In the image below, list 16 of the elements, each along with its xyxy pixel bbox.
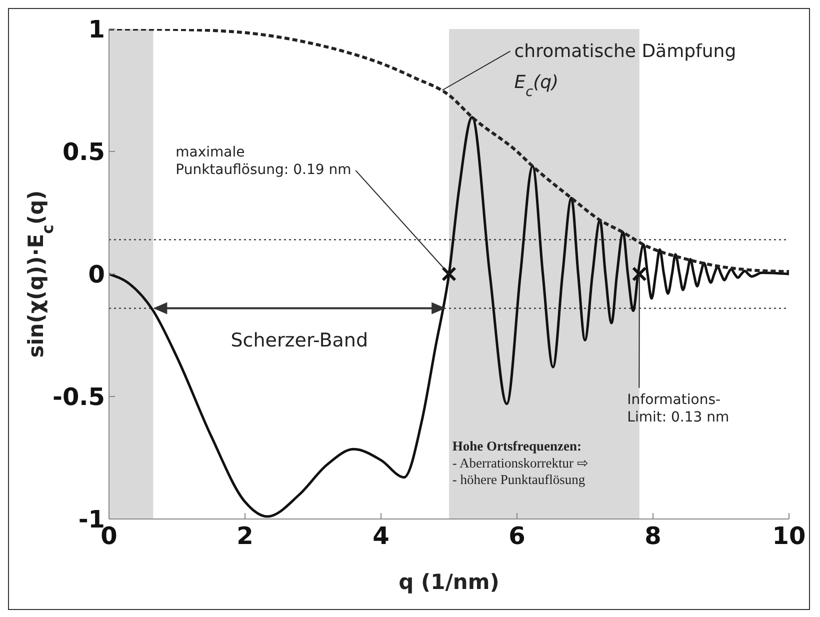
x-tick-label: 10 <box>772 522 806 550</box>
x-axis-title: q (1/nm) <box>398 570 500 594</box>
x-tick-label: 2 <box>236 522 254 550</box>
annotation: maximale Punktauflösung: 0.19 nm <box>176 144 352 178</box>
x-tick-label: 4 <box>372 522 390 550</box>
x-tick-label: 8 <box>644 522 662 550</box>
y-tick-label: -0.5 <box>52 383 105 412</box>
annotation: chromatische Dämpfung <box>514 41 736 62</box>
annotation: Informations- Limit: 0.13 nm <box>627 392 730 426</box>
y-tick-label: 1 <box>88 16 105 44</box>
annotation: E$_{c}$(q) <box>514 72 559 100</box>
y-tick-label: 0 <box>88 260 105 289</box>
y-tick-label: 0.5 <box>62 138 105 166</box>
annotation: Hohe Ortsfrequenzen: - Aberrationskorrektur ⇨ - höhere Punktauflösung <box>452 438 589 488</box>
x-tick-label: 6 <box>508 522 526 550</box>
annotation: Scherzer-Band <box>230 329 368 352</box>
